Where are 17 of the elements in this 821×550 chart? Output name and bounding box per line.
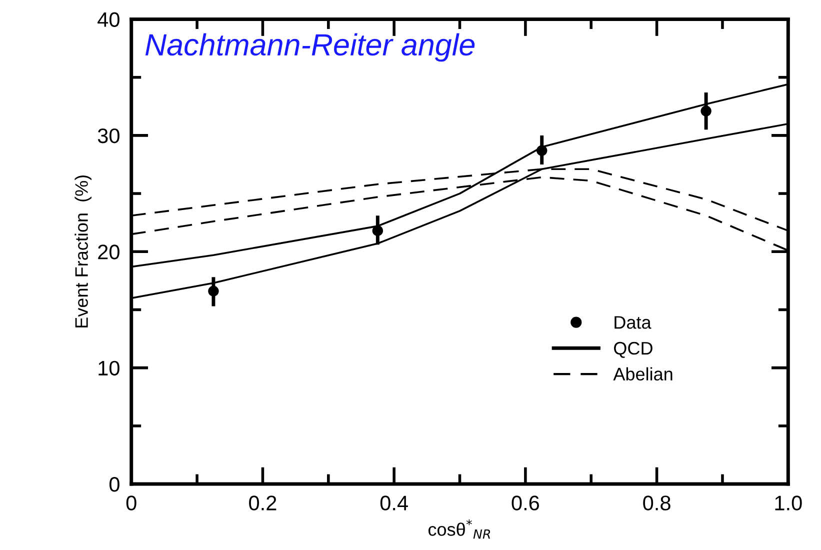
x-tick-label: 0.6: [512, 496, 540, 510]
y-axis-title: Event Fraction (%): [74, 175, 92, 328]
x-tick-label: 0.2: [249, 496, 276, 510]
x-tick-label: 1.0: [775, 496, 802, 510]
y-tick-label: 30: [98, 128, 120, 144]
x-tick-label: 0: [126, 496, 136, 510]
y-tick-label: 40: [98, 12, 120, 28]
y-tick-label: 10: [98, 360, 120, 376]
chart-title: Nachtmann-Reiter angle: [145, 33, 475, 62]
x-tick-label: 0.8: [643, 496, 670, 510]
legend-label: Data: [614, 316, 652, 329]
y-tick-label: 20: [98, 244, 120, 260]
legend-label: QCD: [614, 342, 652, 358]
y-tick-label: 0: [109, 477, 120, 492]
x-axis-title: cosθ$^{*}$$_{NR}$: [428, 519, 490, 539]
legend-label: Abelian: [613, 367, 672, 381]
x-tick-label: 0.4: [380, 496, 408, 510]
